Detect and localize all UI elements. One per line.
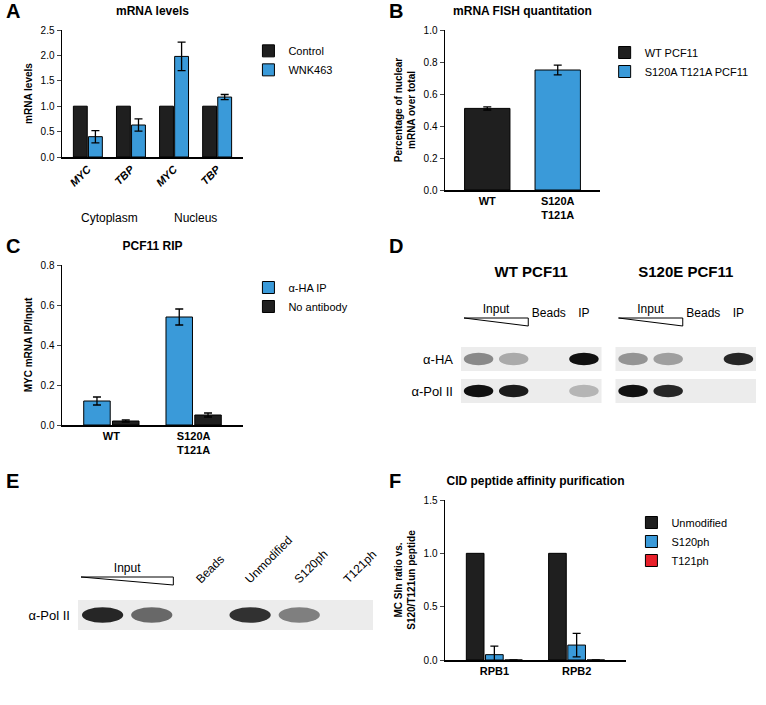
svg-text:No antibody: No antibody: [288, 301, 347, 313]
svg-text:S120AT121A: S120AT121A: [177, 430, 211, 456]
html-text:B: B: [389, 0, 404, 22]
svg-text:mRNA FISH quantitation: mRNA FISH quantitation: [453, 4, 592, 18]
svg-text:MYC: MYC: [154, 162, 181, 189]
svg-text:2.0: 2.0: [41, 50, 55, 61]
svg-text:0.0: 0.0: [424, 655, 438, 666]
svg-text:S120A T121A PCF11: S120A T121A PCF11: [645, 66, 749, 78]
svg-text:mRNA levels: mRNA levels: [116, 4, 189, 18]
svg-text:0.8: 0.8: [424, 57, 438, 68]
svg-text:α-HA: α-HA: [423, 352, 453, 367]
svg-text:mRNA levels: mRNA levels: [23, 63, 34, 124]
svg-text:1.0: 1.0: [424, 548, 438, 559]
svg-text:S120ph: S120ph: [671, 536, 709, 548]
svg-text:T121ph: T121ph: [341, 547, 380, 586]
svg-text:Percentage of nuclearmRNA over: Percentage of nuclearmRNA over total: [393, 58, 417, 163]
svg-text:Beads: Beads: [532, 306, 566, 320]
svg-text:Unmodified: Unmodified: [671, 517, 727, 529]
svg-text:α-HA IP: α-HA IP: [288, 282, 326, 294]
svg-text:RPB1: RPB1: [480, 665, 509, 677]
svg-text:0.0: 0.0: [424, 185, 438, 196]
svg-text:WT: WT: [479, 195, 496, 207]
svg-text:S120ph: S120ph: [291, 547, 330, 586]
html-text:F: F: [389, 470, 402, 492]
svg-text:1.5: 1.5: [424, 495, 438, 506]
html-text:C: C: [6, 235, 21, 257]
svg-text:TBP: TBP: [112, 163, 137, 188]
svg-text:1.5: 1.5: [41, 75, 55, 86]
svg-text:T121ph: T121ph: [671, 555, 708, 567]
svg-text:0.8: 0.8: [41, 260, 55, 271]
svg-text:WT PCF11: WT PCF11: [645, 47, 698, 59]
svg-text:0.6: 0.6: [424, 89, 438, 100]
svg-text:S120AT121A: S120AT121A: [541, 195, 575, 221]
svg-text:Input: Input: [637, 302, 664, 316]
svg-text:Nucleus: Nucleus: [174, 211, 217, 225]
html-text:E: E: [6, 470, 20, 492]
svg-text:WT PCF11: WT PCF11: [495, 263, 568, 280]
svg-text:Beads: Beads: [193, 552, 227, 586]
svg-text:0.4: 0.4: [41, 340, 55, 351]
svg-text:α-Pol II: α-Pol II: [29, 608, 70, 623]
html-text:D: D: [389, 235, 404, 257]
svg-text:IP: IP: [733, 306, 744, 320]
svg-text:Cytoplasm: Cytoplasm: [81, 211, 138, 225]
svg-text:WNK463: WNK463: [288, 64, 332, 76]
svg-text:Unmodified: Unmodified: [242, 533, 295, 586]
svg-text:0.2: 0.2: [41, 380, 55, 391]
svg-text:0.0: 0.0: [41, 152, 55, 163]
svg-text:1.0: 1.0: [424, 25, 438, 36]
svg-text:MYC mRNA IP/Input: MYC mRNA IP/Input: [23, 297, 34, 392]
svg-text:WT: WT: [103, 430, 120, 442]
svg-text:MYC: MYC: [67, 162, 94, 189]
svg-text:IP: IP: [578, 306, 589, 320]
svg-text:2.5: 2.5: [41, 25, 55, 36]
svg-text:CID peptide affinity purificat: CID peptide affinity purification: [446, 474, 624, 488]
svg-text:MC SIn ratio vs.S120/T121un pe: MC SIn ratio vs.S120/T121un peptide: [393, 530, 417, 630]
svg-text:0.6: 0.6: [41, 300, 55, 311]
html-text:A: A: [6, 0, 21, 22]
svg-text:S120E PCF11: S120E PCF11: [638, 263, 733, 280]
svg-text:Control: Control: [288, 45, 323, 57]
svg-text:α-Pol II: α-Pol II: [412, 384, 453, 399]
svg-text:0.2: 0.2: [424, 153, 438, 164]
svg-text:PCF11 RIP: PCF11 RIP: [122, 239, 182, 253]
svg-text:1.0: 1.0: [41, 101, 55, 112]
svg-text:Input: Input: [483, 302, 510, 316]
svg-text:0.4: 0.4: [424, 121, 438, 132]
svg-text:Beads: Beads: [686, 306, 720, 320]
svg-text:Input: Input: [114, 561, 141, 575]
svg-text:0.5: 0.5: [424, 601, 438, 612]
svg-text:TBP: TBP: [198, 163, 223, 188]
svg-text:RPB2: RPB2: [562, 665, 591, 677]
svg-text:0.0: 0.0: [41, 420, 55, 431]
svg-text:0.5: 0.5: [41, 126, 55, 137]
